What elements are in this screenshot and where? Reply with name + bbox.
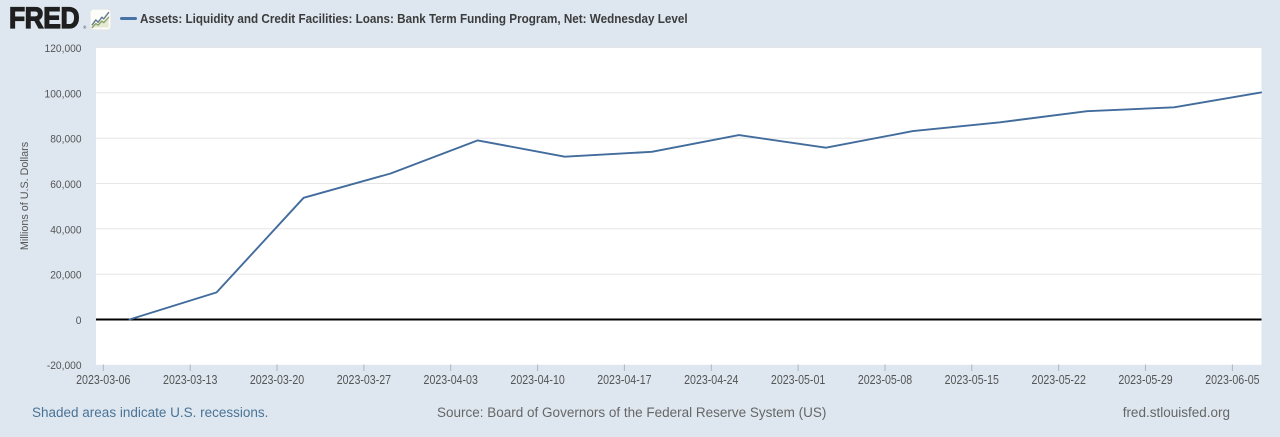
svg-text:40,000: 40,000 <box>50 224 81 236</box>
svg-text:20,000: 20,000 <box>50 269 81 281</box>
svg-text:2023-06-05: 2023-06-05 <box>1205 373 1259 387</box>
svg-text:2023-03-13: 2023-03-13 <box>163 373 217 387</box>
svg-text:100,000: 100,000 <box>45 88 82 100</box>
svg-text:Millions of U.S. Dollars: Millions of U.S. Dollars <box>19 141 31 250</box>
svg-text:-20,000: -20,000 <box>47 360 82 372</box>
svg-text:2023-04-03: 2023-04-03 <box>424 373 478 387</box>
svg-text:120,000: 120,000 <box>45 43 82 55</box>
svg-text:2023-03-20: 2023-03-20 <box>250 373 304 387</box>
svg-text:0: 0 <box>76 315 82 327</box>
svg-text:2023-05-01: 2023-05-01 <box>771 373 825 387</box>
svg-text:2023-05-08: 2023-05-08 <box>858 373 912 387</box>
svg-text:2023-05-29: 2023-05-29 <box>1118 373 1172 387</box>
svg-text:2023-05-15: 2023-05-15 <box>945 373 999 387</box>
svg-text:60,000: 60,000 <box>50 179 81 191</box>
svg-text:2023-04-10: 2023-04-10 <box>510 373 564 387</box>
svg-text:2023-04-24: 2023-04-24 <box>684 373 739 387</box>
svg-text:80,000: 80,000 <box>50 133 81 145</box>
svg-text:2023-03-27: 2023-03-27 <box>337 373 391 387</box>
svg-text:2023-04-17: 2023-04-17 <box>597 373 651 387</box>
svg-text:2023-05-22: 2023-05-22 <box>1032 373 1086 387</box>
svg-text:2023-03-06: 2023-03-06 <box>76 373 130 387</box>
